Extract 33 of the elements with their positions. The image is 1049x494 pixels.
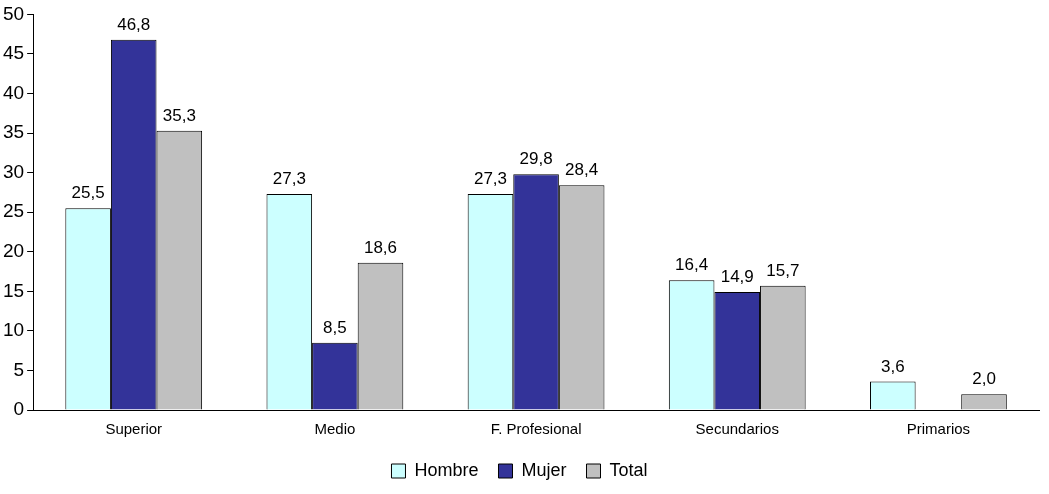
y-tick-label: 25 <box>2 200 25 222</box>
data-label: 35,3 <box>162 105 196 125</box>
x-tick-label: F. Profesional <box>490 420 582 438</box>
data-label: 29,8 <box>519 149 553 169</box>
data-label: 15,7 <box>766 260 800 280</box>
data-label: 3,6 <box>880 356 905 376</box>
data-label: 16,4 <box>675 255 709 275</box>
y-tick-label: 15 <box>2 279 25 301</box>
data-label: 46,8 <box>117 14 151 34</box>
x-tick-label: Superior <box>105 420 163 438</box>
data-label: 27,3 <box>473 169 508 189</box>
data-label: 18,6 <box>363 238 398 258</box>
y-tick-label: 0 <box>13 398 25 420</box>
x-tick-label: Medio <box>314 420 356 438</box>
data-label: 25,5 <box>71 183 105 203</box>
y-tick-label: 10 <box>2 319 25 341</box>
y-tick-label: 5 <box>13 358 25 380</box>
legend-label: Mujer <box>521 459 567 480</box>
data-label: 8,5 <box>323 317 347 337</box>
data-label: 28,4 <box>565 160 599 180</box>
legend-label: Hombre <box>414 459 479 480</box>
y-tick-label: 30 <box>2 160 25 182</box>
y-tick-label: 35 <box>2 121 25 143</box>
y-tick-label: 40 <box>2 81 25 103</box>
y-tick-label: 20 <box>2 239 25 261</box>
data-label: 2,0 <box>972 369 996 389</box>
legend-label: Total <box>609 459 648 480</box>
data-label: 14,9 <box>720 267 754 287</box>
data-label: 27,3 <box>272 169 306 189</box>
y-tick-label: 45 <box>2 42 25 64</box>
y-tick-label: 50 <box>2 2 25 24</box>
x-tick-label: Secundarios <box>695 420 779 438</box>
x-tick-label: Primarios <box>906 420 971 438</box>
